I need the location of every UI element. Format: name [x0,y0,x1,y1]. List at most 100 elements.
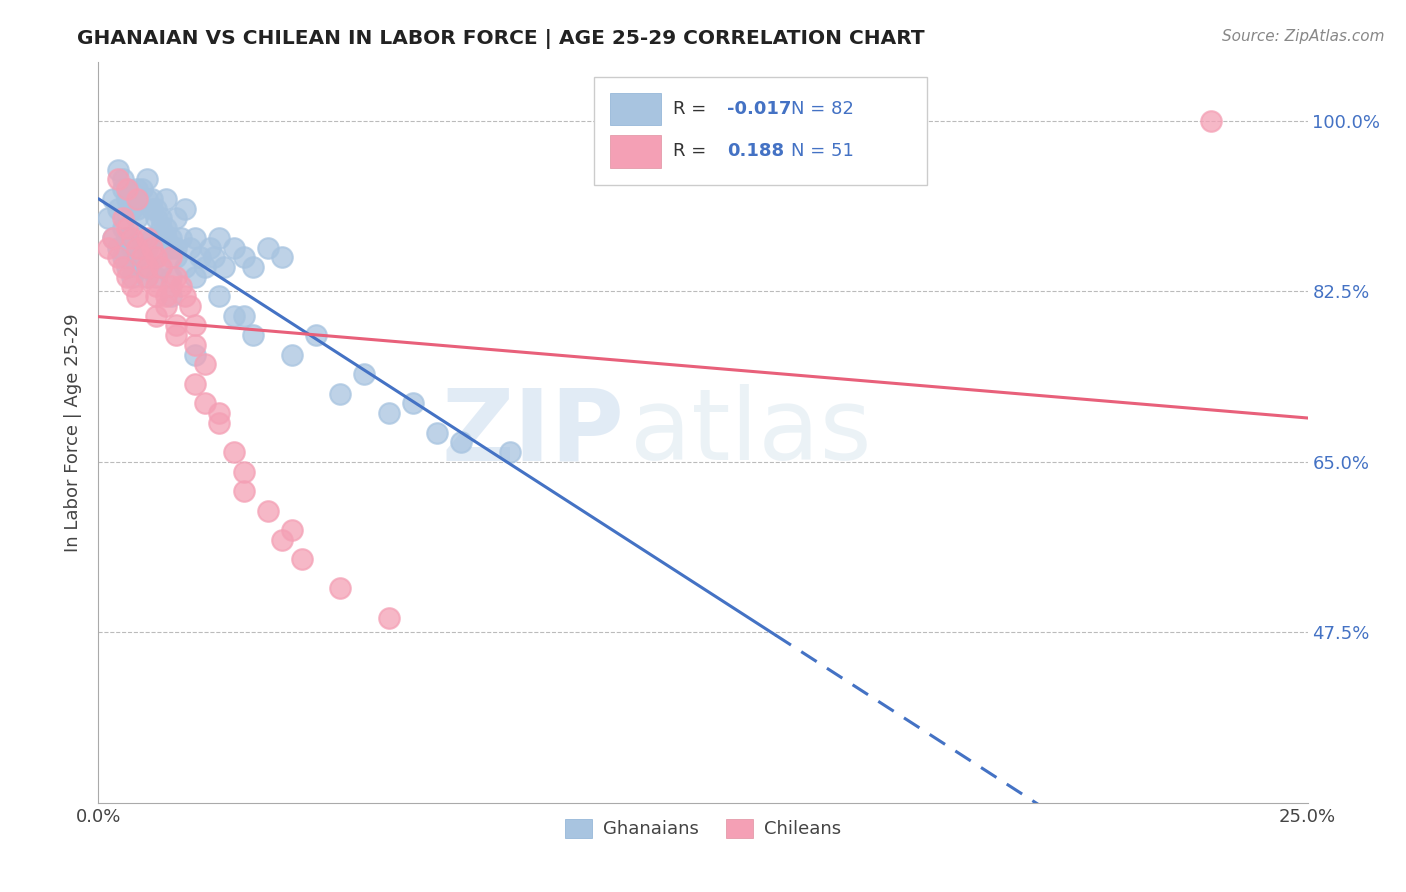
Point [194,396,217,410]
Point [117,231,139,245]
Point [145,279,167,293]
Point [165,269,187,284]
Point [107,162,129,177]
Point [184,348,207,362]
Point [194,260,217,274]
FancyBboxPatch shape [595,78,927,185]
Point [281,523,304,537]
Point [145,202,167,216]
Point [150,260,173,274]
Point [450,435,472,450]
Point [127,211,149,226]
Point [131,250,153,264]
Point [165,328,187,343]
Point [160,250,183,264]
Point [150,211,173,226]
Point [111,250,134,264]
Point [131,260,153,274]
Point [174,202,197,216]
Text: atlas: atlas [630,384,872,481]
Point [160,269,183,284]
Point [117,182,139,196]
Point [160,279,183,293]
Point [127,182,149,196]
Point [377,610,399,624]
Point [121,202,143,216]
Point [127,289,149,303]
Point [377,406,399,420]
Point [121,192,143,206]
Point [169,231,191,245]
Point [150,221,173,235]
Point [426,425,449,440]
Point [160,231,183,245]
Point [271,533,294,547]
Point [160,240,183,255]
Point [155,231,177,245]
Point [135,240,157,255]
Point [208,289,231,303]
Point [131,182,153,196]
Point [107,240,129,255]
Point [155,192,177,206]
Text: 0.188: 0.188 [727,143,785,161]
Point [141,240,163,255]
Point [155,289,177,303]
Point [97,211,120,226]
Point [232,309,254,323]
Point [111,260,134,274]
Point [145,309,167,323]
Point [107,250,129,264]
Text: R =: R = [672,143,711,161]
Point [169,279,191,293]
Point [290,552,312,566]
Point [145,250,167,264]
Text: -0.017: -0.017 [727,100,792,118]
Point [165,211,187,226]
Point [184,376,207,391]
Point [222,445,245,459]
Point [232,250,254,264]
Text: GHANAIAN VS CHILEAN IN LABOR FORCE | AGE 25-29 CORRELATION CHART: GHANAIAN VS CHILEAN IN LABOR FORCE | AGE… [77,29,925,48]
Point [141,192,163,206]
Point [135,269,157,284]
FancyBboxPatch shape [610,135,661,168]
Point [204,250,226,264]
Point [329,386,352,401]
Point [198,240,221,255]
Point [111,211,134,226]
Point [135,231,157,245]
Point [131,231,153,245]
Point [127,250,149,264]
Point [111,221,134,235]
Point [121,279,143,293]
Point [184,231,207,245]
Point [145,269,167,284]
Point [165,250,187,264]
Text: N = 82: N = 82 [792,100,853,118]
Point [402,396,425,410]
Point [1199,114,1222,128]
Point [222,309,245,323]
Point [117,269,139,284]
Point [155,221,177,235]
Point [145,250,167,264]
Point [117,192,139,206]
Point [145,289,167,303]
Point [150,260,173,274]
Point [281,348,304,362]
Point [145,211,167,226]
Point [135,269,157,284]
Point [353,367,375,381]
Point [242,260,264,274]
Point [256,503,278,517]
Text: ZIP: ZIP [441,384,624,481]
Point [141,202,163,216]
Point [117,260,139,274]
Point [111,182,134,196]
Point [242,328,264,343]
Point [184,269,207,284]
Point [184,318,207,333]
Point [97,240,120,255]
Point [117,221,139,235]
